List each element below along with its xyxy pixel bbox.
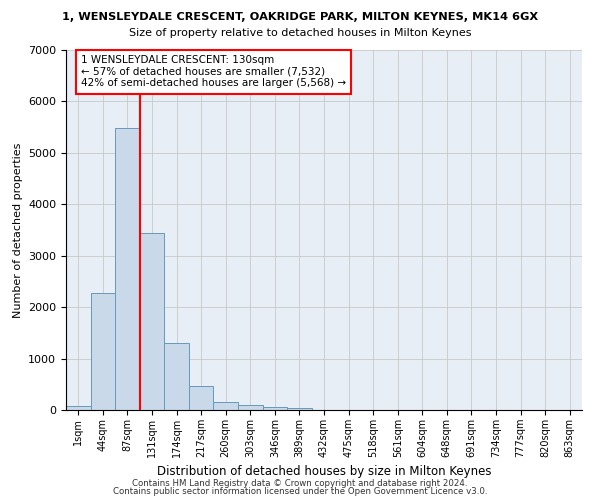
Bar (214, 402, 238, 410)
Text: 1 WENSLEYDALE CRESCENT: 130sqm
← 57% of detached houses are smaller (7,532)
42% : 1 WENSLEYDALE CRESCENT: 130sqm ← 57% of … (81, 55, 346, 88)
Bar (263, 407, 287, 410)
Y-axis label: Number of detached properties: Number of detached properties (13, 142, 23, 318)
Bar (115, 128, 140, 410)
X-axis label: Distribution of detached houses by size in Milton Keynes: Distribution of detached houses by size … (157, 466, 491, 478)
Text: Contains HM Land Registry data © Crown copyright and database right 2024.: Contains HM Land Registry data © Crown c… (132, 478, 468, 488)
Text: Contains public sector information licensed under the Open Government Licence v3: Contains public sector information licen… (113, 487, 487, 496)
Bar (238, 405, 263, 410)
Bar (66, 406, 91, 410)
Bar (140, 233, 164, 410)
Bar (91, 292, 115, 410)
Text: Size of property relative to detached houses in Milton Keynes: Size of property relative to detached ho… (129, 28, 471, 38)
Bar (287, 408, 312, 410)
Text: 1, WENSLEYDALE CRESCENT, OAKRIDGE PARK, MILTON KEYNES, MK14 6GX: 1, WENSLEYDALE CRESCENT, OAKRIDGE PARK, … (62, 12, 538, 22)
Bar (189, 386, 214, 410)
Bar (164, 342, 189, 410)
